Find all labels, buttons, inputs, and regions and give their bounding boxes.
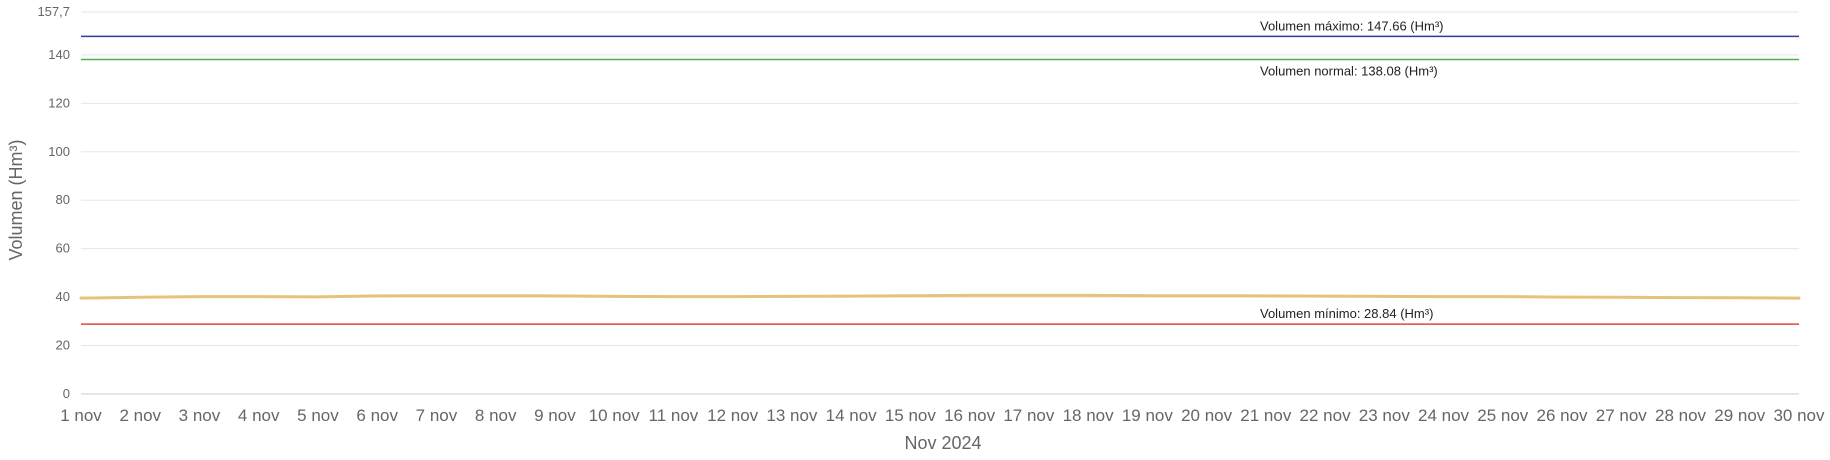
x-axis-ticks: 1 nov 2 nov 3 nov 4 nov 5 nov 6 nov 7 nov 8 nov… (60, 406, 1825, 425)
x-tick-label: 17 nov (1003, 406, 1055, 425)
x-tick-label: 7 nov (416, 406, 458, 425)
series (79, 293, 1801, 300)
x-tick-label: 21 nov (1240, 406, 1292, 425)
x-tick-label: 26 nov (1537, 406, 1589, 425)
x-tick-label: 1 nov (60, 406, 102, 425)
reference-line-label: Volumen normal: 138.08 (Hm³) (1260, 64, 1438, 79)
y-tick-label: 120 (48, 95, 70, 110)
reference-line-label: Volumen mínimo: 28.84 (Hm³) (1260, 306, 1433, 321)
y-tick-label: 0 (63, 386, 70, 401)
x-tick-label: 24 nov (1418, 406, 1470, 425)
y-tick-label: 60 (56, 241, 70, 256)
y-axis-title: Volumen (Hm³) (6, 139, 26, 260)
x-tick-label: 3 nov (179, 406, 221, 425)
x-axis-title: Nov 2024 (904, 433, 981, 453)
x-tick-label: 25 nov (1477, 406, 1529, 425)
x-tick-label: 29 nov (1714, 406, 1766, 425)
x-tick-label: 12 nov (707, 406, 759, 425)
x-tick-label: 28 nov (1655, 406, 1707, 425)
x-tick-label: 14 nov (826, 406, 878, 425)
x-tick-label: 19 nov (1122, 406, 1174, 425)
x-tick-label: 22 nov (1300, 406, 1352, 425)
x-tick-label: 23 nov (1359, 406, 1411, 425)
x-tick-label: 9 nov (534, 406, 576, 425)
x-tick-label: 16 nov (944, 406, 996, 425)
y-axis-ticks: 0 20 40 60 80 100 120 140 157,7 (37, 4, 70, 401)
x-tick-label: 15 nov (885, 406, 937, 425)
y-tick-label: 100 (48, 144, 70, 159)
x-tick-label: 2 nov (119, 406, 161, 425)
y-tick-label: 40 (56, 289, 70, 304)
x-tick-label: 13 nov (766, 406, 818, 425)
y-tick-label: 20 (56, 338, 70, 353)
x-tick-label: 10 nov (589, 406, 641, 425)
x-tick-label: 27 nov (1596, 406, 1648, 425)
x-tick-label: 4 nov (238, 406, 280, 425)
y-tick-label: 80 (56, 192, 70, 207)
series-line (79, 293, 1801, 300)
reference-lines: Volumen máximo: 147.66 (Hm³) Volumen norm… (81, 18, 1799, 325)
x-tick-label: 5 nov (297, 406, 339, 425)
x-tick-label: 6 nov (356, 406, 398, 425)
x-tick-label: 8 nov (475, 406, 517, 425)
y-tick-label: 157,7 (37, 4, 70, 19)
x-tick-label: 30 nov (1773, 406, 1825, 425)
y-tick-label: 140 (48, 47, 70, 62)
x-tick-label: 18 nov (1063, 406, 1115, 425)
reference-line-label: Volumen máximo: 147.66 (Hm³) (1260, 18, 1444, 33)
grid-lines (81, 11, 1799, 395)
x-tick-label: 11 nov (649, 406, 699, 425)
x-tick-label: 20 nov (1181, 406, 1233, 425)
